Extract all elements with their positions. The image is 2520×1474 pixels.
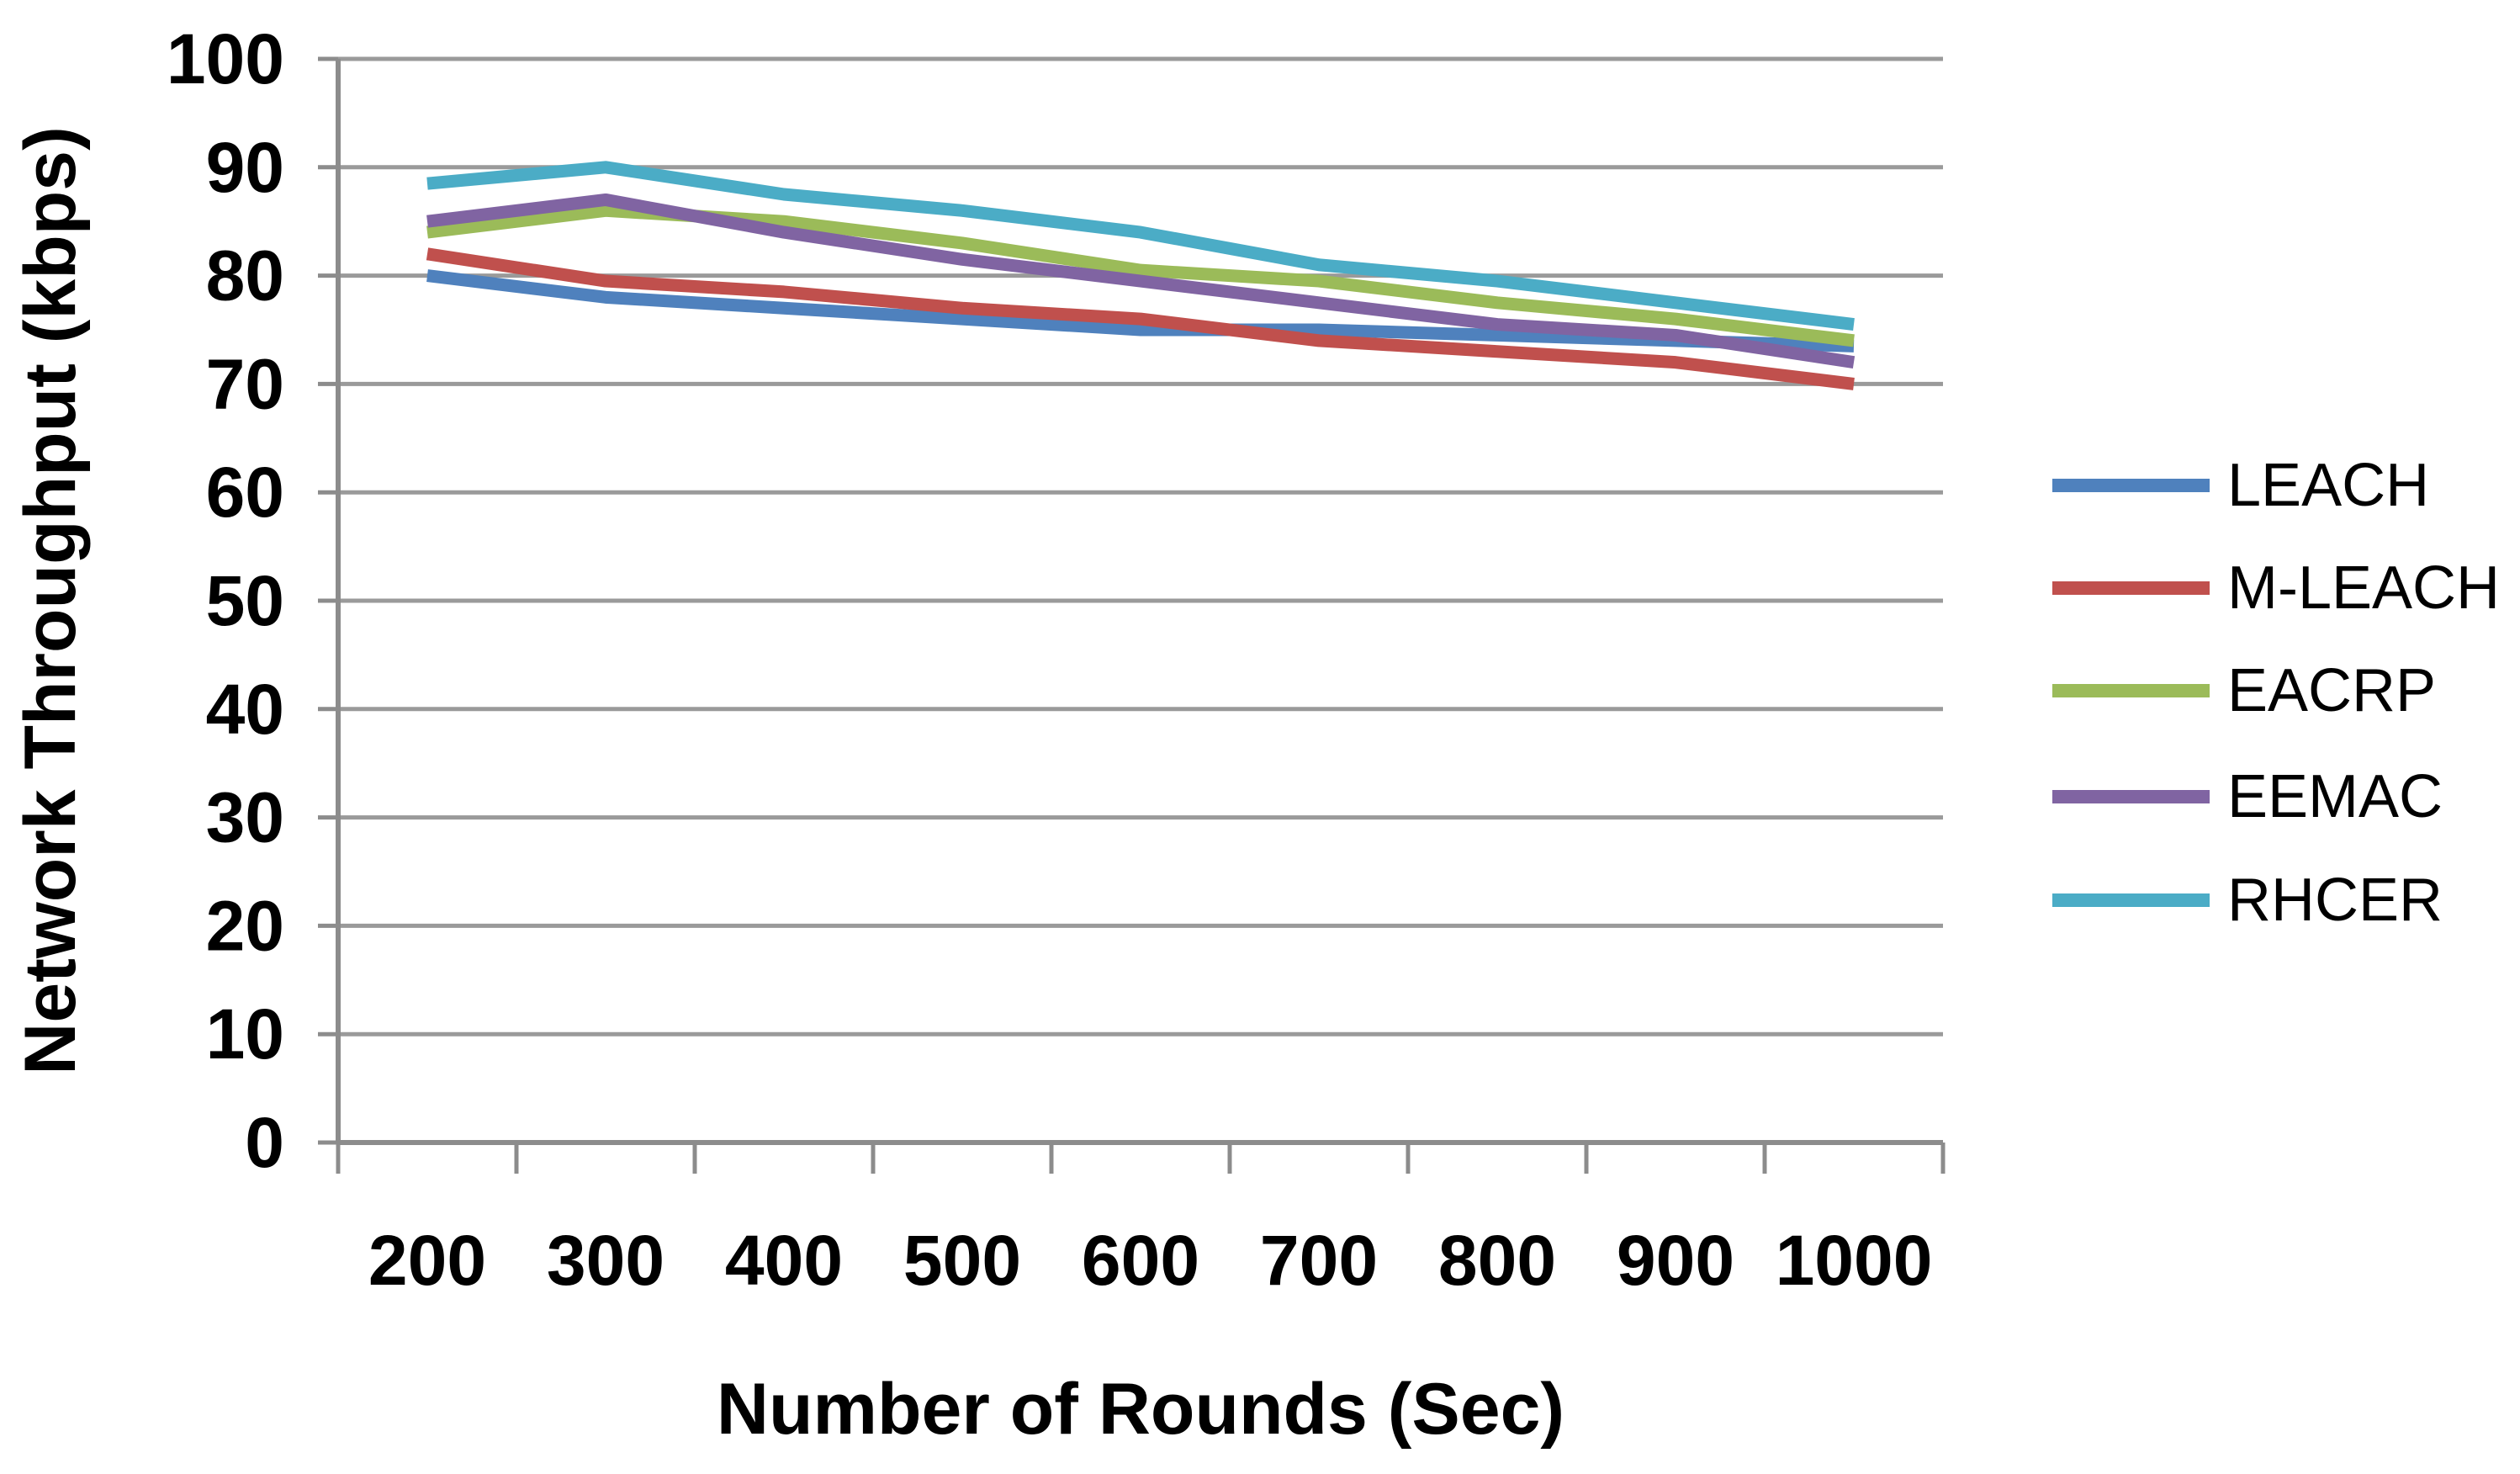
x-tick-label: 1000	[1776, 1221, 1933, 1300]
y-axis-title: Network Throughput (kbps)	[10, 126, 91, 1074]
x-axis-title: Number of Rounds (Sec)	[717, 1369, 1564, 1450]
series-line-RHCER	[426, 161, 1855, 331]
y-tick-label: 60	[206, 453, 284, 532]
x-tick-label: 400	[725, 1221, 843, 1300]
legend-label-M-LEACH: M-LEACH	[2227, 554, 2500, 622]
y-tick-label: 20	[206, 886, 284, 965]
series-line-EEMAC	[426, 193, 1856, 369]
y-tick-labels: 0 10 20 30 40 50 60 70 80 90 100	[167, 19, 284, 1182]
axes-group	[318, 56, 1946, 1174]
y-tick-label: 80	[206, 236, 284, 315]
y-tick-label: 30	[206, 778, 284, 857]
y-tick-label: 100	[167, 19, 284, 98]
gridlines-group	[338, 56, 1943, 1037]
series-line-LEACH	[426, 269, 1855, 353]
x-tick-label: 700	[1260, 1221, 1378, 1300]
x-tick-label: 600	[1082, 1221, 1199, 1300]
x-tick-label: 200	[368, 1221, 486, 1300]
y-tick-label: 90	[206, 128, 284, 207]
legend-label-EEMAC: EEMAC	[2227, 763, 2443, 830]
y-tick-label: 40	[206, 670, 284, 749]
series-group	[426, 161, 1856, 390]
legend-label-RHCER: RHCER	[2227, 867, 2443, 934]
legend-label-LEACH: LEACH	[2227, 452, 2429, 519]
x-tick-label: 500	[903, 1221, 1021, 1300]
legend-label-EACRP: EACRP	[2227, 657, 2436, 724]
x-tick-label: 300	[547, 1221, 664, 1300]
y-tick-label: 50	[206, 561, 284, 640]
y-tick-label: 0	[245, 1103, 284, 1182]
x-tick-labels: 200 300 400 500 600 700 800 900 1000	[368, 1221, 1933, 1300]
x-tick-label: 900	[1617, 1221, 1734, 1300]
series-line-M-LEACH	[426, 247, 1855, 390]
y-tick-label: 70	[206, 344, 284, 423]
y-tick-label: 10	[206, 994, 284, 1074]
legend: LEACH M-LEACH EACRP EEMAC RHCER	[2052, 452, 2500, 934]
x-tick-label: 800	[1438, 1221, 1556, 1300]
